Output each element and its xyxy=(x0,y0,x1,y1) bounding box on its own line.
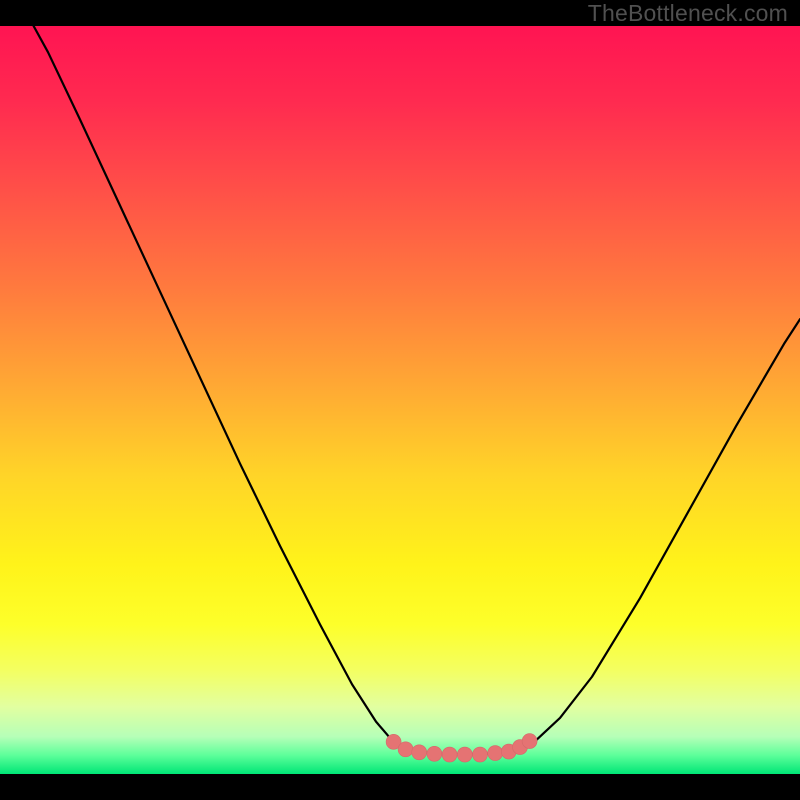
gradient-background xyxy=(0,26,800,774)
chart-svg xyxy=(0,26,800,774)
frame-bottom xyxy=(0,774,800,800)
curve-marker xyxy=(522,734,537,749)
curve-marker xyxy=(427,746,442,761)
curve-marker xyxy=(457,747,472,762)
plot-area xyxy=(0,26,800,774)
watermark-text: TheBottleneck.com xyxy=(588,0,788,27)
curve-marker xyxy=(412,745,427,760)
curve-marker xyxy=(488,746,503,761)
curve-marker xyxy=(442,747,457,762)
curve-marker xyxy=(398,742,413,757)
curve-marker xyxy=(473,747,488,762)
